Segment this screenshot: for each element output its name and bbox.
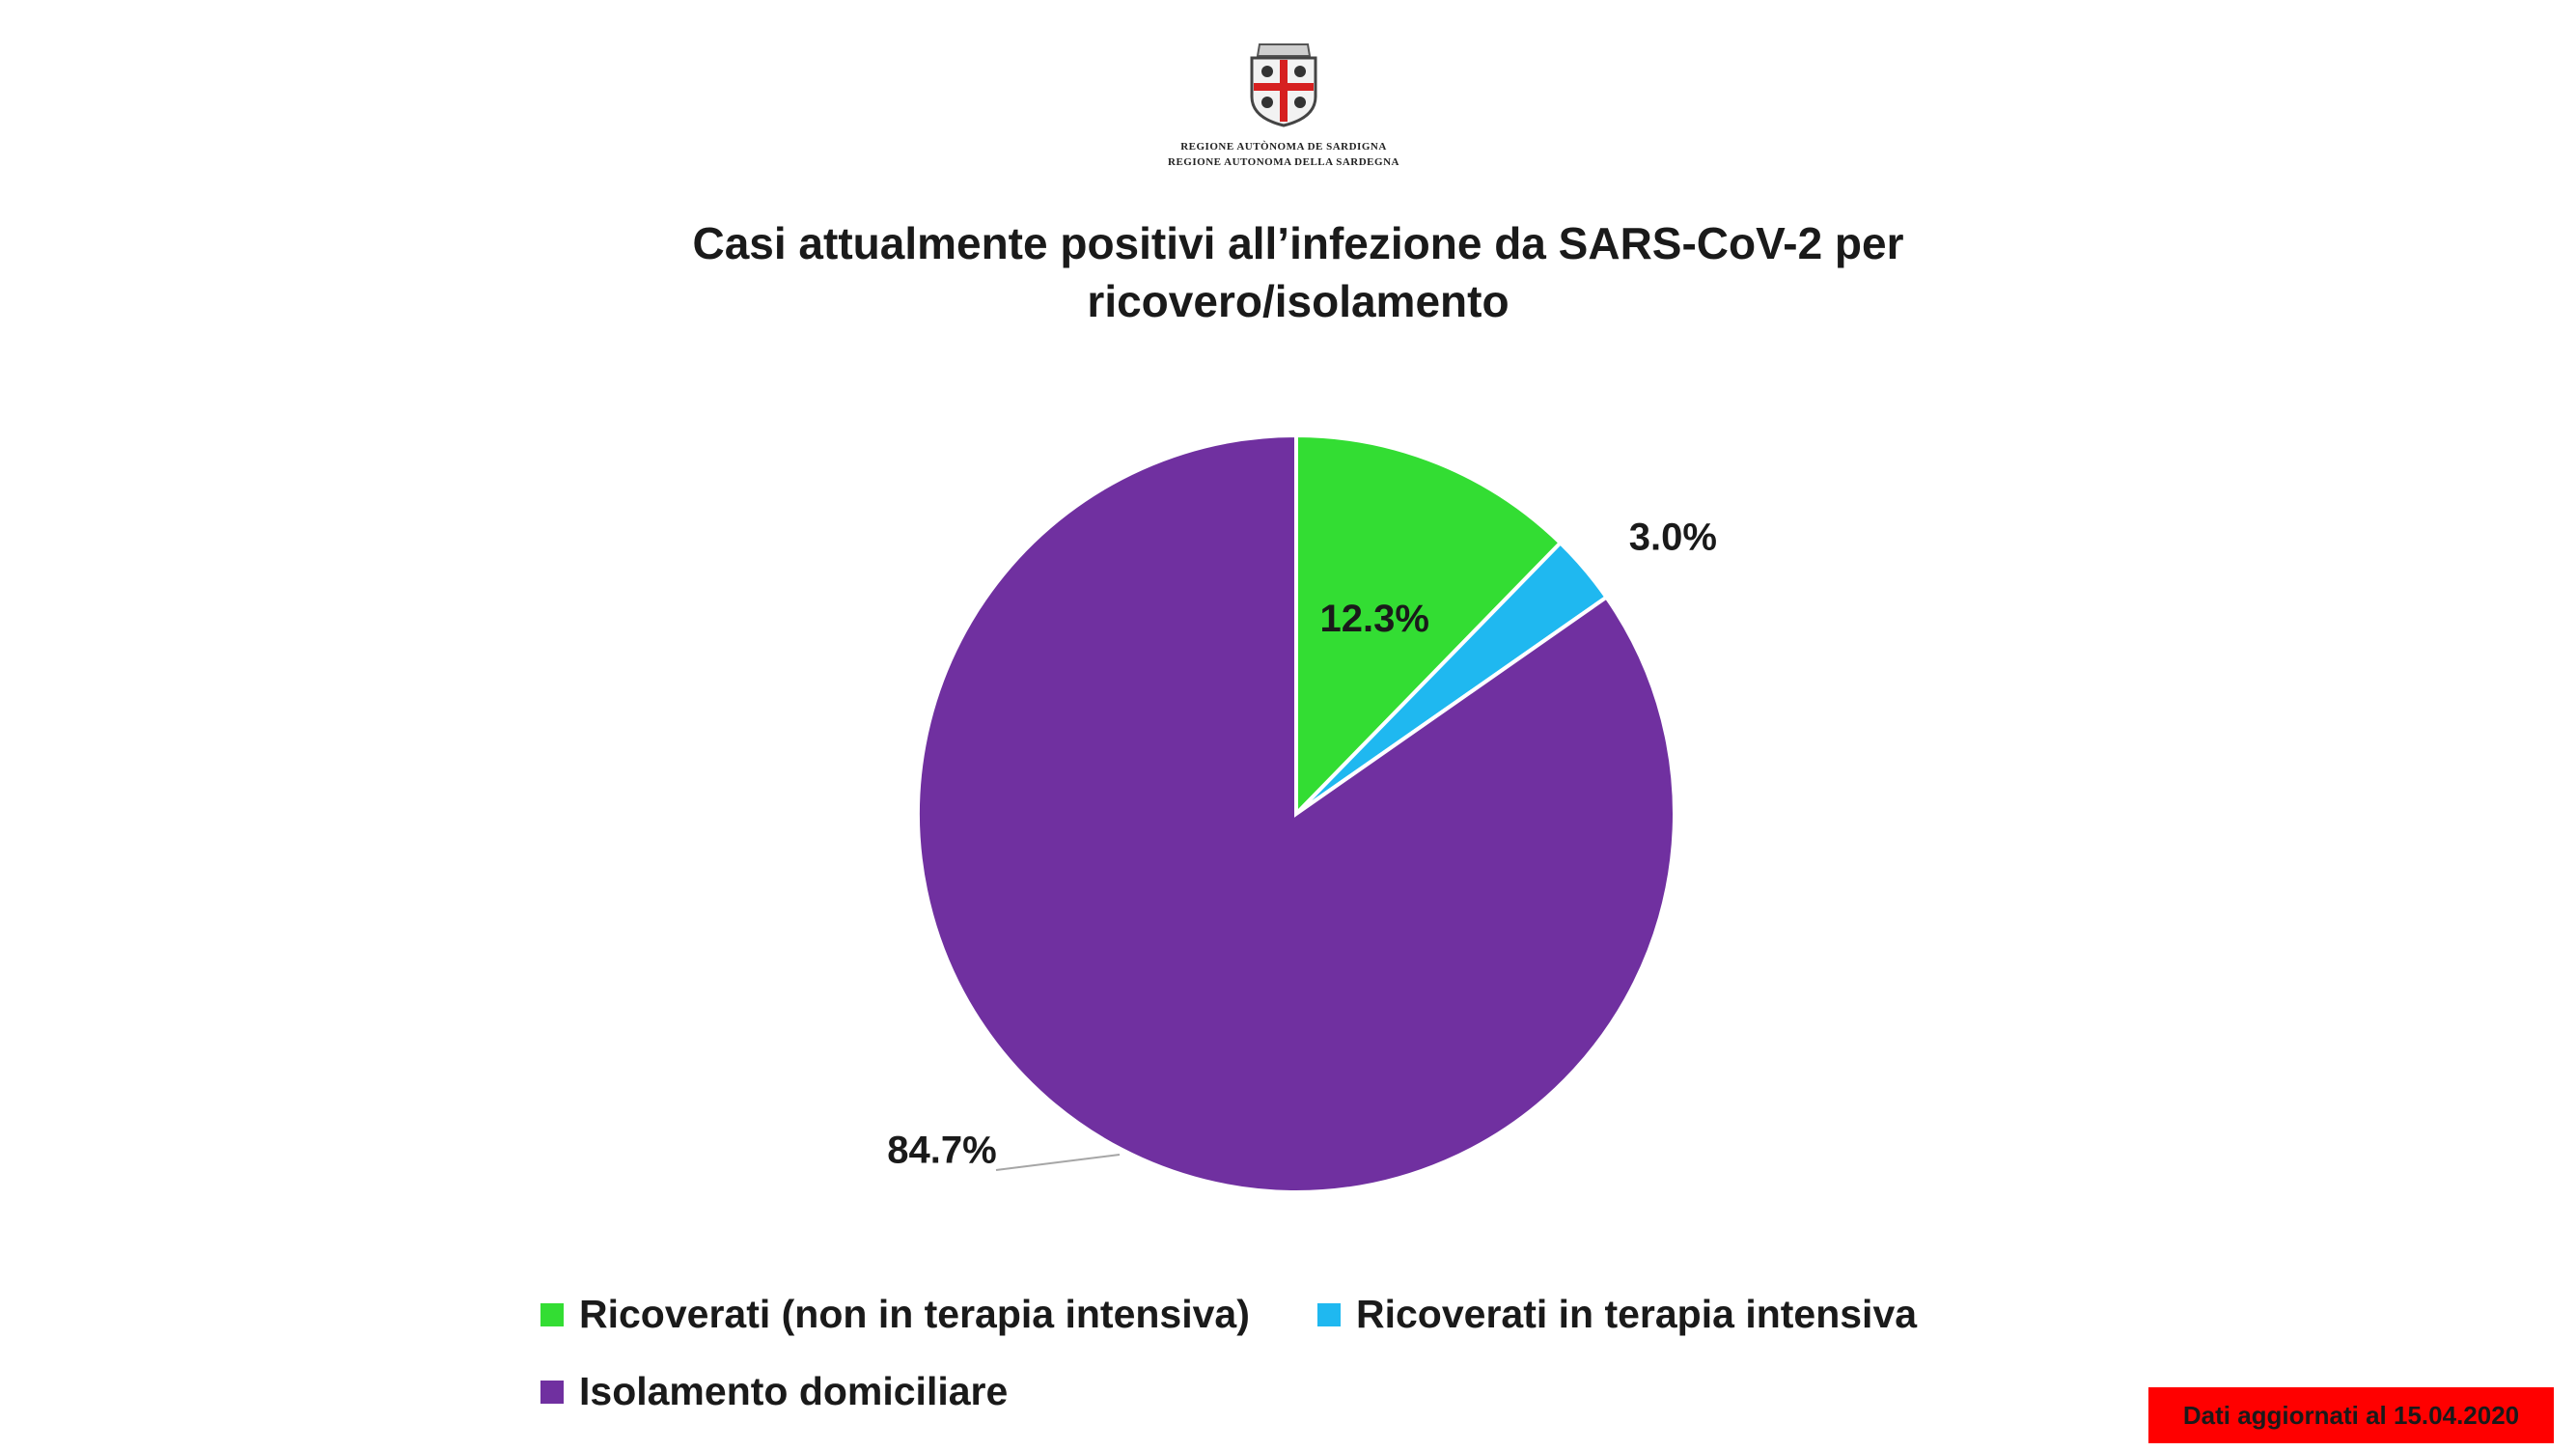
pie-slice-ricoverati	[1294, 433, 1564, 819]
legend-item-isolamento: Isolamento domiciliare	[540, 1369, 1008, 1414]
chart-title-line-2: ricovero/isolamento	[1087, 276, 1510, 326]
update-date-badge: Dati aggiornati al 15.04.2020	[2148, 1387, 2554, 1443]
sardinia-coat-of-arms-icon	[1250, 43, 1317, 127]
data-label-terapia-intensiva: 3.0%	[1629, 516, 1717, 558]
legend-label-terapia-intensiva: Ricoverati in terapia intensiva	[1356, 1292, 1918, 1336]
logo-text-sardinian: Regione Autònoma de Sardigna	[1180, 141, 1387, 153]
legend-label-isolamento: Isolamento domiciliare	[579, 1369, 1009, 1413]
data-label-ricoverati: 12.3%	[1320, 598, 1429, 640]
data-label-isolamento: 84.7%	[887, 1130, 996, 1172]
legend-swatch-ricoverati	[540, 1302, 564, 1326]
legend-item-ricoverati: Ricoverati (non in terapia intensiva)	[540, 1292, 1250, 1337]
legend-label-ricoverati: Ricoverati (non in terapia intensiva)	[579, 1292, 1250, 1336]
legend-swatch-isolamento	[540, 1380, 564, 1404]
chart-title: Casi attualmente positivi all’infezione …	[540, 214, 2056, 330]
logo-text-italian: Regione Autonoma della Sardegna	[1168, 156, 1399, 168]
legend-item-terapia-intensiva: Ricoverati in terapia intensiva	[1317, 1292, 1917, 1337]
chart-title-line-1: Casi attualmente positivi all’infezione …	[692, 218, 1904, 268]
legend-swatch-terapia-intensiva	[1317, 1302, 1341, 1326]
region-logo: Regione Autònoma de Sardigna Regione Aut…	[1149, 37, 1419, 181]
pie-slice-isolamento	[916, 433, 1676, 1194]
leader-line-isolamento	[995, 1154, 1121, 1171]
